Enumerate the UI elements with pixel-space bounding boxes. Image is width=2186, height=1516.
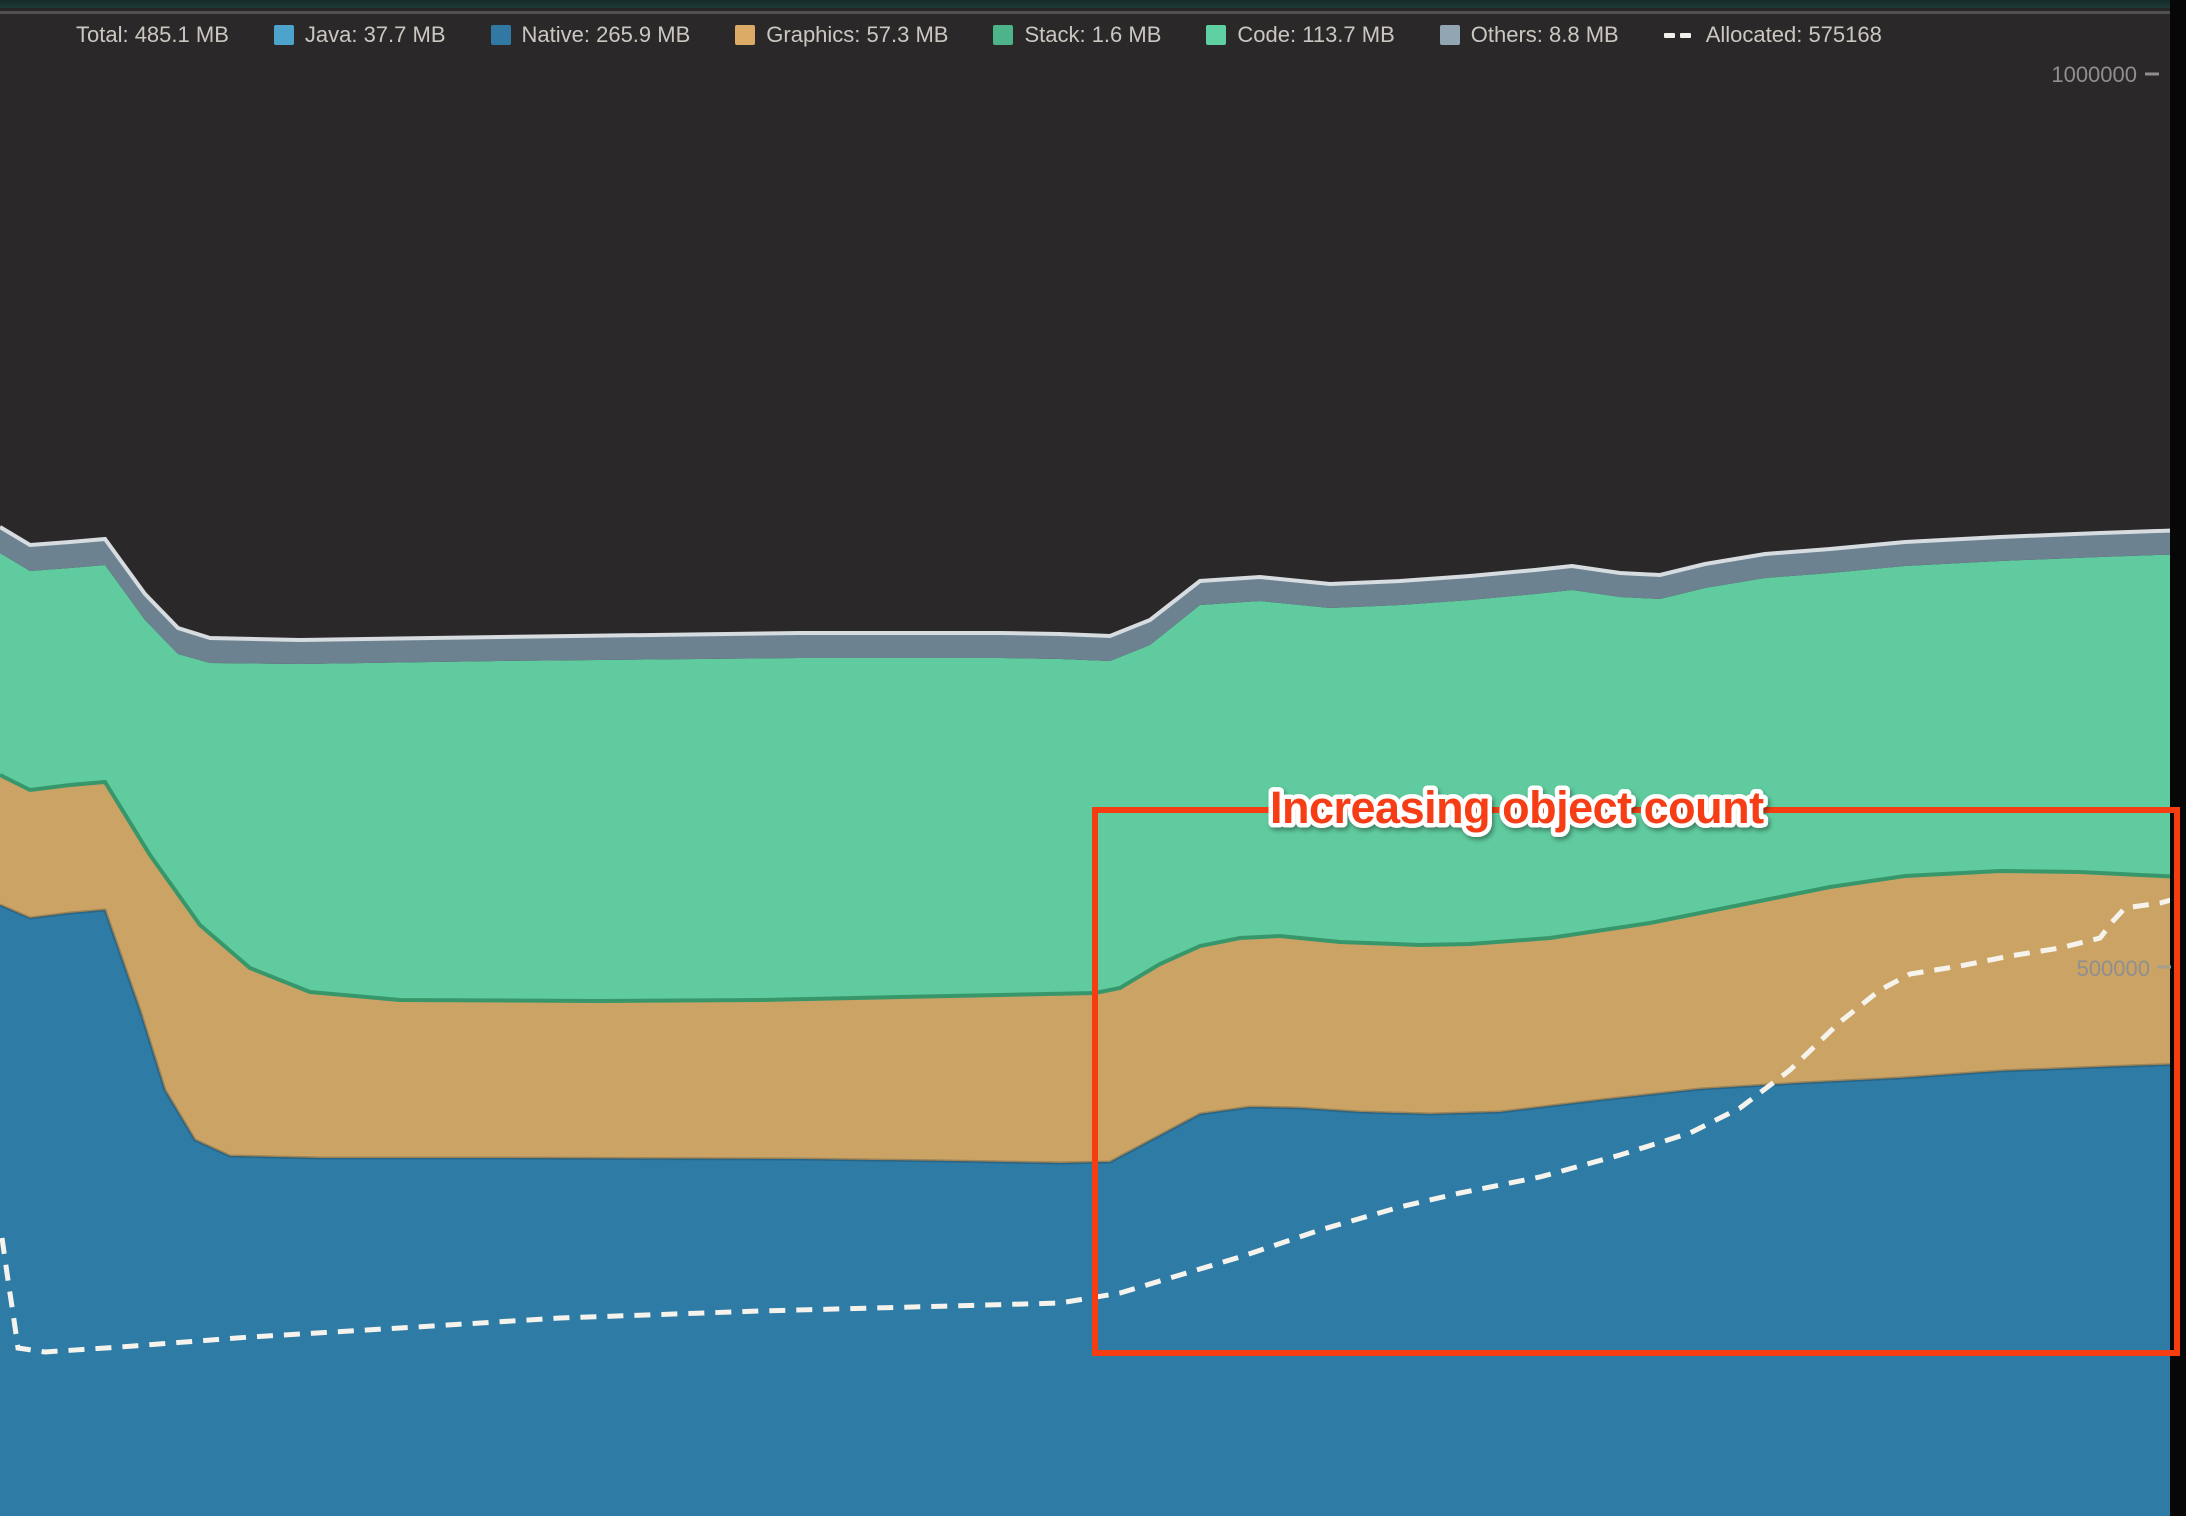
legend-label: Native: 265.9 MB: [521, 22, 691, 47]
native-top-edge: [0, 903, 2186, 1165]
legend-item-java: Java: 37.7 MB: [273, 22, 446, 48]
dashed-line-icon: [1663, 32, 1696, 38]
legend-swatch-icon: [993, 25, 1014, 45]
legend-swatch-icon: [273, 25, 294, 45]
code-area: [0, 553, 2186, 1001]
legend-item-allocated: Allocated: 575168: [1663, 22, 1882, 48]
graphics-area: [0, 775, 2186, 1163]
stack-line: [0, 773, 2186, 1004]
legend-label: Graphics: 57.3 MB: [766, 22, 949, 47]
legend-label: Others: 8.8 MB: [1470, 22, 1619, 47]
legend-label: Allocated: 575168: [1705, 22, 1882, 47]
others-highlight: [0, 525, 2186, 643]
legend-item-native: Native: 265.9 MB: [490, 22, 691, 48]
memory-legend: Total: 485.1 MB Java: 37.7 MB Native: 265.…: [76, 13, 1882, 57]
allocated-line: [0, 893, 2186, 1355]
annotation-text: Increasing object count: [1270, 782, 1764, 833]
legend-label: Code: 113.7 MB: [1237, 22, 1395, 47]
legend-swatch-icon: [1439, 25, 1460, 45]
annotation-box: [1092, 807, 2180, 1356]
legend-label: Java: 37.7 MB: [304, 22, 446, 47]
legend-label: Stack: 1.6 MB: [1024, 22, 1162, 47]
legend-item-others: Others: 8.8 MB: [1439, 22, 1619, 48]
legend-swatch-icon: [1206, 25, 1227, 45]
legend-swatch-icon: [735, 25, 756, 45]
top-strip-shadow: [0, 8, 2186, 11]
legend-item-total: Total: 485.1 MB: [76, 22, 229, 48]
y-axis-tick-label-1000000: 1000000: [2051, 62, 2137, 87]
legend-label: Total: 485.1 MB: [76, 22, 229, 47]
top-strip-divider: [0, 11, 2186, 14]
right-axis-ticks: 1000000 500000: [2051, 62, 2171, 981]
legend-swatch-icon: [490, 25, 511, 45]
legend-item-graphics: Graphics: 57.3 MB: [735, 22, 948, 48]
window-top-strip: [0, 0, 2186, 8]
legend-item-code: Code: 113.7 MB: [1206, 22, 1395, 48]
legend-item-stack: Stack: 1.6 MB: [993, 22, 1161, 48]
y-axis-tick-label-500000: 500000: [2077, 956, 2150, 981]
